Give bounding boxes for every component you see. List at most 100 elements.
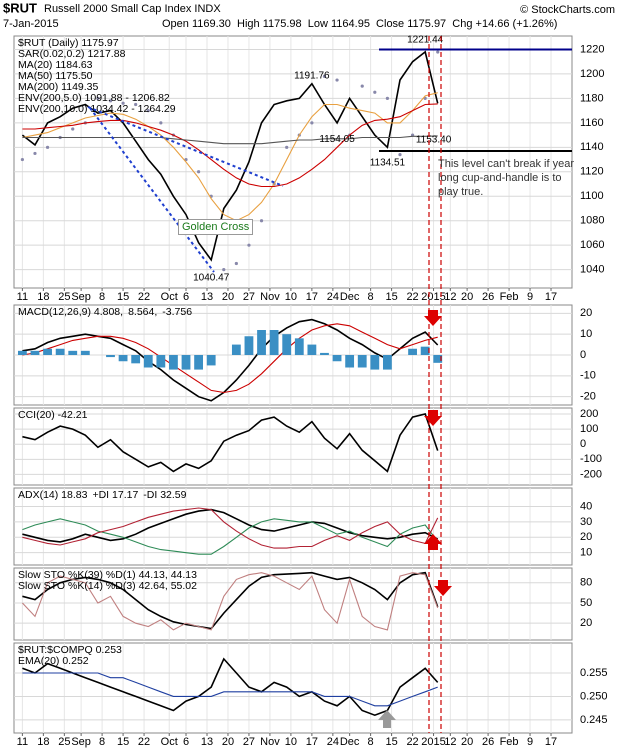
point [45, 145, 50, 149]
y-tick-label: 0.250 [580, 690, 608, 702]
y-tick-label: 10 [580, 547, 592, 559]
bar [17, 350, 27, 355]
point [71, 127, 75, 131]
series-line [22, 657, 439, 717]
bar [345, 355, 355, 368]
legend-entry: -DI 32.59 [143, 489, 186, 501]
arrow [424, 410, 442, 426]
x-tick-label: 15 [117, 291, 129, 303]
y-tick-label: 1160 [580, 117, 604, 129]
x-tick-label: 20 [461, 291, 473, 303]
point [285, 145, 289, 149]
x-tick-label: 12 [444, 736, 456, 748]
symbol: $RUT [3, 0, 37, 15]
x-tick-label: 2015 [421, 736, 445, 748]
x-tick-label: 22 [406, 736, 418, 748]
x-tick-label: Sep [71, 736, 91, 748]
legend-entry: MA(50) 1175.50 [18, 70, 93, 82]
arrow [434, 580, 452, 596]
series-line [22, 571, 439, 630]
point [121, 101, 125, 105]
point [33, 151, 37, 156]
bar [433, 355, 443, 363]
x-tick-label: 18 [37, 291, 49, 303]
trend-line [87, 106, 284, 187]
y-tick-label: 0 [580, 438, 586, 450]
y-tick-label: 100 [580, 423, 598, 435]
panel-frame [13, 642, 573, 734]
bar [244, 336, 254, 355]
point [385, 96, 389, 100]
y-tick-label: 30 [580, 516, 592, 528]
x-tick-label: 27 [243, 291, 255, 303]
x-tick-label: 25 [58, 291, 70, 303]
point [259, 219, 264, 223]
series-line [22, 323, 438, 394]
bar [231, 344, 241, 355]
callout: Golden Cross [178, 219, 254, 235]
point [96, 96, 100, 100]
y-tick-label: 1180 [580, 92, 604, 104]
point [108, 99, 113, 103]
x-tick-label: 11 [17, 736, 28, 748]
trend-line [89, 107, 215, 273]
arrow [378, 710, 396, 728]
point [134, 102, 138, 107]
x-tick-label: Oct [161, 291, 178, 303]
bar [269, 330, 279, 355]
bar [320, 352, 329, 355]
x-tick-label: 17 [306, 736, 318, 748]
bar [408, 348, 417, 355]
bar [68, 350, 78, 355]
y-tick-label: 1200 [580, 68, 604, 80]
point [222, 268, 226, 272]
bar [55, 348, 65, 355]
y-tick-label: -100 [580, 453, 602, 465]
x-tick-label: 27 [243, 736, 255, 748]
x-tick-label: 17 [545, 736, 557, 748]
price-label: 1221.44 [407, 34, 444, 45]
point [247, 243, 251, 247]
series-line [22, 318, 439, 402]
x-tick-label: 13 [201, 291, 213, 303]
panel-frame [13, 407, 573, 486]
bar [106, 355, 115, 358]
legend-entry: SAR(0.02,0.2) 1217.88 [18, 48, 126, 60]
x-tick-label: 20 [222, 736, 234, 748]
x-tick-label: 15 [117, 736, 129, 748]
y-tick-label: -200 [580, 468, 602, 480]
x-tick-label: 25 [58, 736, 70, 748]
point [360, 84, 364, 88]
x-tick-label: 24 [327, 736, 339, 748]
price-label: 1040.47 [193, 273, 230, 284]
x-tick-label: Oct [161, 736, 178, 748]
arrow [424, 534, 442, 550]
bar [80, 350, 90, 355]
bar [131, 355, 141, 364]
x-tick-label: 26 [482, 736, 494, 748]
x-tick-label: 24 [327, 291, 339, 303]
x-tick-label: Sep [71, 291, 91, 303]
legend-entry: -3.756 [162, 306, 192, 318]
y-tick-label: 200 [580, 408, 598, 420]
panels: 1040106010801100112011401160118012001220… [13, 34, 608, 748]
y-tick-label: 1140 [580, 141, 604, 153]
x-tick-label: 20 [461, 736, 473, 748]
series-line [22, 518, 439, 555]
series-line [22, 672, 438, 707]
price-label: 1154.05 [319, 134, 355, 145]
bar [294, 338, 304, 355]
y-tick-label: 10 [580, 328, 592, 340]
series-line [22, 103, 438, 188]
legend-entry: Slow STO %K(39) %D(1) 44.13, 44.13 [18, 569, 197, 581]
x-tick-label: 6 [183, 291, 189, 303]
point [146, 109, 150, 113]
point [310, 121, 314, 125]
series-line [22, 135, 438, 145]
y-tick-label: -20 [580, 391, 596, 403]
x-tick-label: 17 [306, 291, 318, 303]
bar [118, 355, 128, 362]
point [335, 78, 339, 82]
x-tick-label: Feb [500, 291, 519, 303]
y-tick-label: 80 [580, 577, 592, 589]
